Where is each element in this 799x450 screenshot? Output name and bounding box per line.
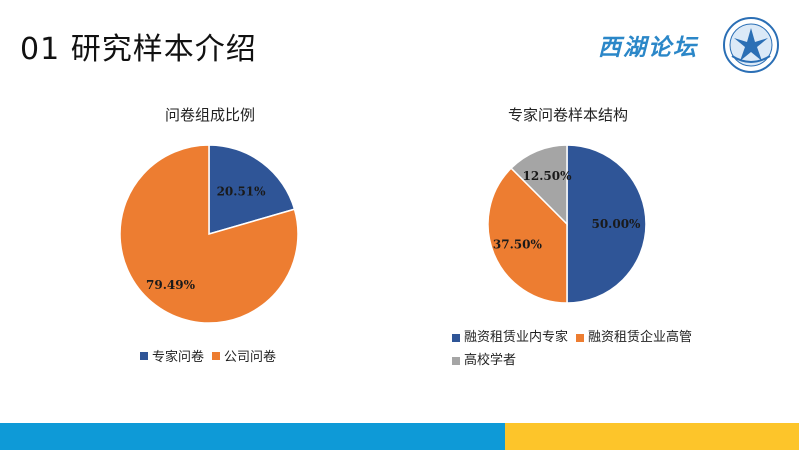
pie-data-label-0-1: 79.49% [146,278,196,292]
pie-slice-1-1 [487,167,568,304]
legend-questionnaire-composition: 专家问卷 公司问卷 [140,346,284,365]
expert-sample-structure-pie: 50.00% 37.50% 12.50% [487,144,647,304]
legend-item-1-2: 高校学者 [452,350,516,372]
legend-item-1-0: 融资租赁业内专家 [452,327,568,349]
slide-title: 01 研究样本介绍 [20,32,257,67]
legend-item-0-1: 公司问卷 [212,346,276,365]
legend-label: 融资租赁业内专家 [464,330,569,345]
chart-title-expert-sample-structure: 专家问卷样本结构 [507,106,628,124]
legend-swatch [452,334,460,342]
legend-swatch [212,351,221,360]
legend-swatch [452,357,460,365]
pie-slice-0-1 [119,144,299,324]
pie-slice-1-2 [510,144,568,226]
pie-data-label-1-1: 37.50% [493,238,543,252]
legend-item-0-0: 专家问卷 [140,346,204,365]
legend-expert-sample-structure: 融资租赁业内专家 融资租赁企业高管高校学者 [452,327,752,373]
legend-label: 融资租赁企业高管 [588,330,693,345]
legend-label: 公司问卷 [224,350,277,365]
legend-item-1-1: 融资租赁企业高管 [576,327,692,349]
legend-label: 高校学者 [464,353,517,368]
pie-data-label-0-0: 20.51% [217,184,267,198]
logo-text: 西湖论坛 [598,34,698,61]
pie-slice-0-0 [208,144,296,235]
pie-slice-1-0 [566,144,647,304]
pie-data-label-1-0: 50.00% [591,217,641,231]
footer-band-yellow [505,423,799,450]
forum-emblem-icon [723,17,779,73]
xihu-forum-logo: 西湖论坛 [596,16,782,74]
legend-label: 专家问卷 [152,350,205,365]
legend-swatch [576,334,585,342]
legend-swatch [140,351,148,360]
pie-data-label-1-2: 12.50% [523,169,573,183]
footer-band-blue [0,423,505,450]
questionnaire-composition-pie: 20.51% 79.49% [119,144,299,324]
chart-title-questionnaire-composition: 问卷组成比例 [164,106,255,124]
